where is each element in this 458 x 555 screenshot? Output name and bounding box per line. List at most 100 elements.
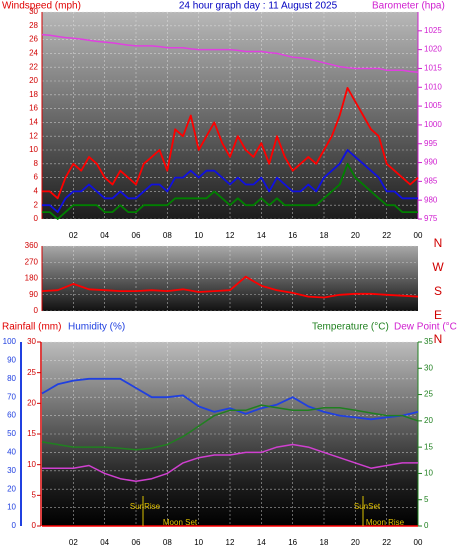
y-tick-label: 60 bbox=[7, 411, 16, 420]
y-tick-label: 12 bbox=[29, 131, 38, 140]
rain-tick-label: 20 bbox=[27, 398, 36, 407]
y2-tick-label: 35 bbox=[424, 337, 433, 346]
y2-tick-label: 20 bbox=[424, 416, 433, 425]
plot-background bbox=[42, 12, 418, 219]
x-tick-label: 08 bbox=[163, 231, 172, 240]
y-tick-label: 270 bbox=[25, 257, 39, 266]
dewpoint-axis-title: Dew Point (°C bbox=[394, 322, 457, 333]
y2-tick-label: 15 bbox=[424, 442, 433, 451]
y-tick-label: 100 bbox=[3, 337, 17, 346]
x-tick-label: 16 bbox=[288, 538, 297, 547]
y-tick-label: 180 bbox=[25, 274, 39, 283]
y-tick-label: 90 bbox=[7, 356, 16, 365]
y-tick-label: 18 bbox=[29, 90, 38, 99]
y-tick-label: 40 bbox=[7, 448, 16, 457]
x-tick-label: 00 bbox=[414, 231, 423, 240]
rain-tick-label: 25 bbox=[27, 368, 36, 377]
y2-tick-label: 1010 bbox=[424, 82, 442, 91]
y2-tick-label: 1025 bbox=[424, 26, 442, 35]
y-tick-label: 28 bbox=[29, 21, 38, 30]
y-tick-label: 24 bbox=[29, 49, 38, 58]
y-tick-label: 0 bbox=[34, 306, 39, 315]
y-tick-label: 0 bbox=[12, 521, 17, 530]
y-tick-label: 2 bbox=[34, 200, 39, 209]
x-tick-label: 10 bbox=[194, 231, 203, 240]
y2-tick-label: 30 bbox=[424, 363, 433, 372]
series-line bbox=[42, 443, 418, 483]
x-tick-label: 12 bbox=[226, 538, 235, 547]
y-tick-label: 20 bbox=[7, 484, 16, 493]
y-tick-label: 6 bbox=[34, 173, 39, 182]
x-tick-label: 20 bbox=[351, 231, 360, 240]
chart-title: 24 hour graph day : 11 August 2025 bbox=[179, 1, 338, 12]
y2-tick-label: 980 bbox=[424, 195, 438, 204]
x-tick-label: 02 bbox=[69, 538, 78, 547]
y2-tick-label: 25 bbox=[424, 390, 433, 399]
wind-axis-title: Windspeed (mph) bbox=[2, 1, 81, 12]
y-tick-label: 70 bbox=[7, 392, 16, 401]
y2-tick-label: 1000 bbox=[424, 120, 442, 129]
sunrise-label: SunRise bbox=[130, 502, 161, 511]
y-tick-label: 90 bbox=[29, 290, 38, 299]
x-tick-label: 22 bbox=[382, 538, 391, 547]
series-line bbox=[41, 404, 419, 451]
x-tick-label: 10 bbox=[194, 538, 203, 547]
y-tick-label: 10 bbox=[29, 145, 38, 154]
temperature-axis-title: Temperature (°C) bbox=[312, 322, 389, 333]
direction-label: N bbox=[434, 332, 443, 346]
baro-axis-title: Barometer (hpa) bbox=[372, 1, 445, 12]
x-tick-label: 20 bbox=[351, 538, 360, 547]
moonrise-label: Moon Rise bbox=[366, 518, 405, 527]
y-tick-label: 14 bbox=[29, 118, 38, 127]
x-tick-label: 04 bbox=[100, 231, 109, 240]
y2-tick-label: 990 bbox=[424, 158, 438, 167]
series-line bbox=[42, 162, 418, 220]
x-tick-label: 18 bbox=[320, 538, 329, 547]
series-line bbox=[41, 377, 419, 421]
y-tick-label: 20 bbox=[29, 76, 38, 85]
marks bbox=[41, 33, 419, 527]
x-tick-label: 06 bbox=[132, 231, 141, 240]
x-tick-label: 22 bbox=[382, 231, 391, 240]
rain-axis-title: Rainfall (mm) bbox=[2, 322, 61, 333]
y-tick-label: 16 bbox=[29, 104, 38, 113]
y2-tick-label: 5 bbox=[424, 495, 429, 504]
x-tick-label: 02 bbox=[69, 231, 78, 240]
y2-tick-label: 1005 bbox=[424, 101, 442, 110]
y2-tick-label: 1020 bbox=[424, 45, 442, 54]
x-tick-label: 18 bbox=[320, 231, 329, 240]
y-tick-label: 50 bbox=[7, 429, 16, 438]
y-tick-label: 30 bbox=[29, 7, 38, 16]
y-tick-label: 26 bbox=[29, 35, 38, 44]
y2-tick-label: 0 bbox=[424, 521, 429, 530]
direction-label: E bbox=[434, 308, 442, 322]
sunset-label: SunSet bbox=[354, 502, 381, 511]
x-tick-label: 14 bbox=[257, 231, 266, 240]
series-line bbox=[42, 149, 418, 213]
y-tick-label: 8 bbox=[34, 159, 39, 168]
y-tick-label: 22 bbox=[29, 62, 38, 71]
direction-label: N bbox=[434, 236, 443, 250]
y-tick-label: 80 bbox=[7, 374, 16, 383]
direction-label: W bbox=[432, 260, 444, 274]
y2-tick-label: 1015 bbox=[424, 64, 442, 73]
y-tick-label: 360 bbox=[25, 241, 39, 250]
y-tick-label: 30 bbox=[7, 466, 16, 475]
y2-tick-label: 10 bbox=[424, 469, 433, 478]
rain-tick-label: 30 bbox=[27, 337, 36, 346]
y-tick-label: 4 bbox=[34, 187, 39, 196]
series-line bbox=[42, 87, 419, 200]
rain-tick-label: 15 bbox=[27, 429, 36, 438]
x-tick-label: 16 bbox=[288, 231, 297, 240]
x-tick-label: 06 bbox=[132, 538, 141, 547]
series-line bbox=[41, 275, 419, 299]
y2-tick-label: 975 bbox=[424, 214, 438, 223]
y-tick-label: 10 bbox=[7, 503, 16, 512]
direction-label: S bbox=[434, 284, 442, 298]
x-tick-label: 08 bbox=[163, 538, 172, 547]
x-tick-label: 04 bbox=[100, 538, 109, 547]
x-tick-label: 12 bbox=[226, 231, 235, 240]
series-line bbox=[41, 33, 419, 73]
y-tick-label: 0 bbox=[34, 214, 39, 223]
